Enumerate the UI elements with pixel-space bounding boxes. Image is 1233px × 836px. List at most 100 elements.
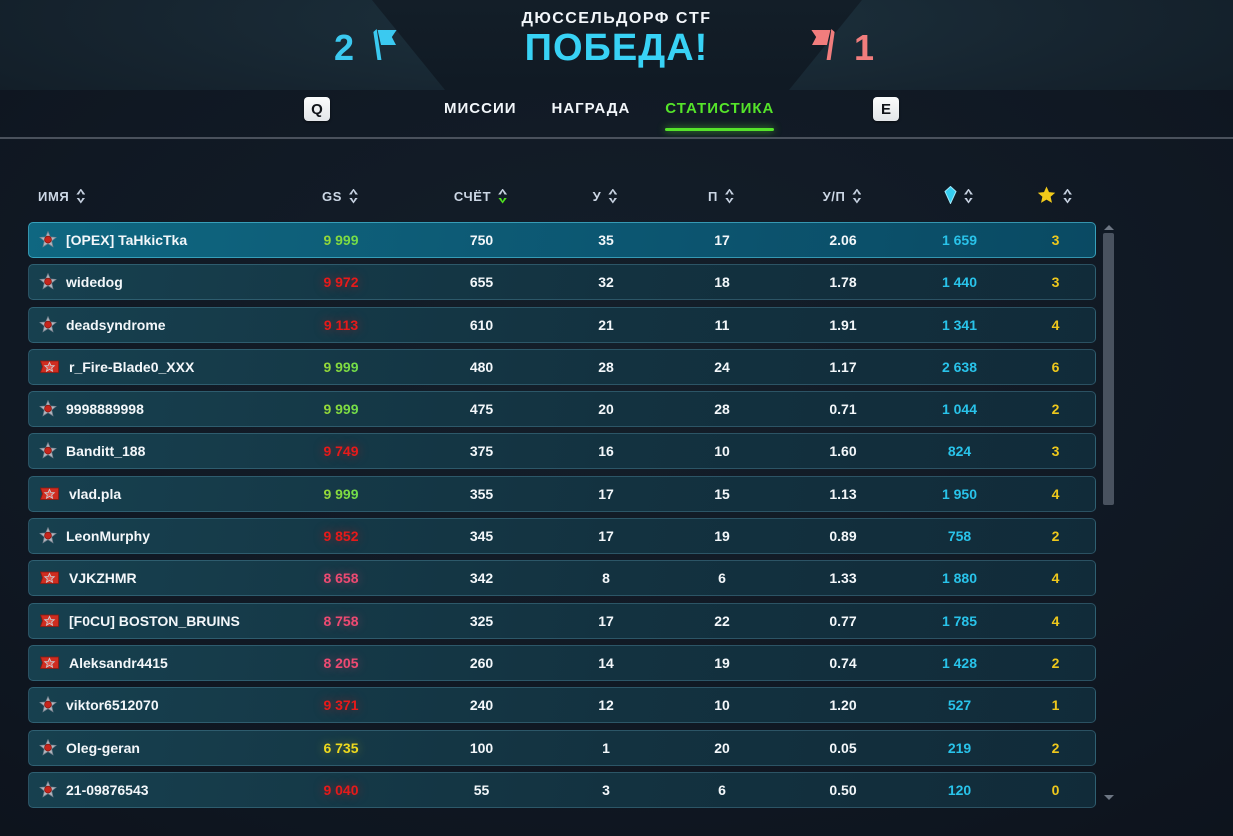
sort-chevrons-icon (608, 188, 618, 204)
kd-value: 1.91 (829, 316, 857, 333)
deaths-value: 15 (714, 485, 730, 502)
column-label: GS (322, 188, 342, 204)
column-header-deaths[interactable]: П (662, 181, 780, 211)
column-label: У/П (822, 188, 846, 204)
player-row[interactable]: LeonMurphy 9 852 345 17 19 0.89 758 2 (28, 518, 1096, 555)
column-header-gs[interactable]: GS (267, 181, 413, 211)
rank-star-icon (39, 696, 57, 714)
player-row[interactable]: 21-09876543 9 040 55 3 6 0.50 120 0 (28, 771, 1096, 808)
tab-reward[interactable]: НАГРАДА (551, 100, 631, 117)
kd-value: 0.50 (829, 781, 857, 798)
rank-star-icon (39, 273, 57, 291)
red-flag-icon (808, 26, 842, 69)
gs-value: 9 852 (323, 528, 359, 545)
stars-value: 0 (1051, 781, 1060, 798)
crystals-value: 219 (947, 739, 972, 756)
column-header-kills[interactable]: У (548, 181, 662, 211)
deaths-value: 24 (714, 358, 730, 375)
scrollbar-down-icon[interactable] (1104, 795, 1114, 800)
player-row[interactable]: [OPEX] TaHkicTka 9 999 750 35 17 2.06 1 … (28, 222, 1096, 258)
sort-chevrons-icon (498, 188, 508, 204)
kills-value: 8 (602, 570, 610, 587)
score-value: 355 (469, 485, 494, 502)
column-label: У (592, 188, 602, 204)
score-value: 55 (473, 781, 490, 798)
deaths-value: 10 (714, 443, 730, 460)
column-header-stars[interactable] (1013, 181, 1096, 211)
kills-value: 20 (598, 401, 614, 418)
column-label: П (708, 188, 718, 204)
kills-value: 16 (598, 443, 614, 460)
tab-bar: МИССИИ НАГРАДА СТАТИСТИКА (444, 100, 775, 131)
column-header-kd[interactable]: У/П (780, 181, 904, 211)
player-row[interactable]: viktor6512070 9 371 240 12 10 1.20 527 1 (28, 687, 1096, 724)
kd-value: 0.05 (829, 739, 857, 756)
player-name: LeonMurphy (66, 528, 150, 545)
gs-value: 8 758 (323, 612, 359, 629)
player-row[interactable]: Banditt_188 9 749 375 16 10 1.60 824 3 (28, 433, 1096, 470)
rank-star-icon (39, 738, 57, 757)
deaths-value: 10 (714, 697, 730, 714)
gs-value: 9 999 (268, 486, 414, 502)
rank-star-icon (39, 442, 57, 460)
crystals-value: 1 044 (941, 401, 978, 418)
score-value: 342 (469, 570, 494, 587)
stars-value: 4 (1051, 612, 1060, 629)
kills-value: 35 (598, 232, 614, 248)
stars-value: 4 (1051, 570, 1060, 587)
key-hint-q[interactable]: Q (304, 97, 330, 121)
scrollbar-thumb[interactable] (1103, 233, 1114, 505)
tab-statistics[interactable]: СТАТИСТИКА (665, 100, 775, 131)
player-row[interactable]: deadsyndrome 9 113 610 21 11 1.91 1 341 … (28, 306, 1096, 343)
player-row[interactable]: 9998889998 9 999 475 20 28 0.71 1 044 2 (28, 391, 1096, 428)
deaths-value: 6 (718, 781, 726, 798)
stars-value: 3 (1051, 443, 1060, 460)
column-header-crystals[interactable] (904, 181, 1013, 211)
star-icon (1037, 186, 1056, 207)
player-row[interactable]: Oleg-geran 6 735 100 1 20 0.05 219 2 (28, 729, 1096, 766)
gs-value: 9 749 (323, 443, 359, 460)
kd-value: 0.71 (829, 401, 857, 418)
player-row[interactable]: VJKZHMR 8 658 342 8 6 1.33 1 880 4 (28, 560, 1096, 597)
score-value: 610 (469, 316, 494, 333)
stats-table-body: [OPEX] TaHkicTka 9 999 750 35 17 2.06 1 … (28, 222, 1096, 814)
deaths-value: 17 (714, 232, 730, 248)
blue-team-score-group: 2 (334, 26, 400, 69)
kd-value: 1.78 (829, 274, 857, 291)
crystals-value: 1 950 (941, 485, 978, 502)
gs-value: 9 999 (268, 359, 414, 375)
crystals-value: 2 638 (941, 358, 978, 375)
score-value: 240 (469, 697, 494, 714)
key-hint-e[interactable]: E (873, 97, 899, 121)
sort-chevrons-icon (852, 188, 862, 204)
crystal-icon (944, 185, 957, 207)
player-row[interactable]: Aleksandr4415 8 205 260 14 19 0.74 1 428… (28, 644, 1096, 681)
stars-value: 2 (1051, 528, 1060, 545)
scrollbar-up-icon[interactable] (1104, 225, 1114, 230)
kills-value: 17 (598, 528, 614, 545)
player-row[interactable]: vlad.pla 9 999 355 17 15 1.13 1 950 4 (28, 475, 1096, 512)
player-name: widedog (66, 274, 123, 291)
deaths-value: 6 (718, 570, 726, 587)
player-row[interactable]: widedog 9 972 655 32 18 1.78 1 440 3 (28, 264, 1096, 301)
gs-value: 9 999 (268, 401, 414, 417)
score-value: 475 (469, 401, 494, 418)
player-name: viktor6512070 (66, 697, 159, 714)
tab-missions[interactable]: МИССИИ (444, 100, 517, 117)
deaths-value: 19 (714, 654, 730, 671)
player-name: [F0CU] BOSTON_BRUINS (69, 612, 240, 629)
rank-star-icon (39, 231, 57, 249)
player-row[interactable]: r_Fire-Blade0_XXX 9 999 480 28 24 1.17 2… (28, 348, 1096, 385)
red-team-score: 1 (854, 26, 875, 68)
column-header-name[interactable]: ИМЯ (28, 181, 267, 211)
stars-value: 4 (1051, 316, 1060, 333)
column-header-score[interactable]: СЧЁТ (413, 181, 548, 211)
match-result: ПОБЕДА! (524, 27, 709, 69)
kd-value: 1.33 (829, 570, 857, 587)
player-row[interactable]: [F0CU] BOSTON_BRUINS 8 758 325 17 22 0.7… (28, 602, 1096, 639)
kills-value: 21 (598, 316, 614, 333)
score-value: 750 (469, 232, 494, 248)
kills-value: 17 (598, 485, 614, 502)
gs-value: 6 735 (323, 739, 359, 756)
sort-chevrons-icon (76, 188, 86, 204)
